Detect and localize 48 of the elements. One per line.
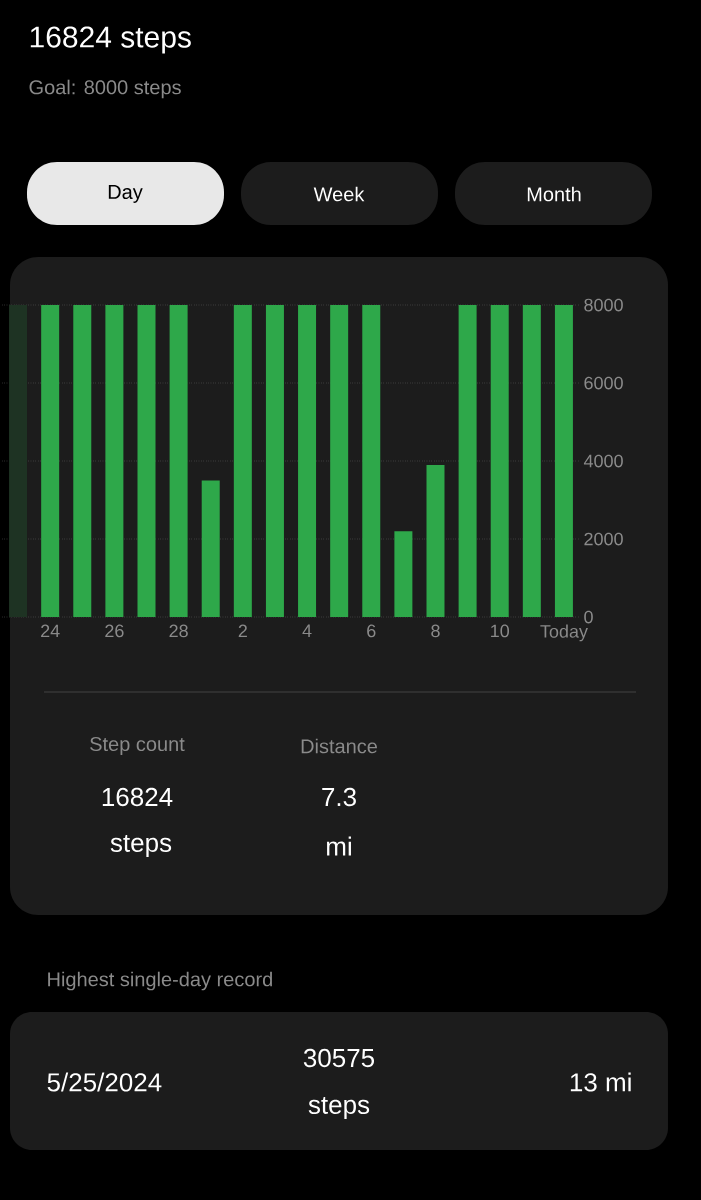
text: mi: [327, 836, 351, 856]
x-tick-label: 26: [105, 624, 124, 638]
x-tick-label: Today: [540, 624, 588, 642]
bar: [265, 305, 284, 618]
bar: [522, 305, 541, 618]
text: Distance: [301, 738, 377, 754]
bar: [9, 305, 28, 618]
bar: [169, 305, 188, 618]
bar: [105, 305, 124, 618]
x-tick-label: 6: [367, 624, 376, 638]
x-tick-label: 28: [169, 624, 188, 638]
y-tick-label: 6000: [584, 376, 623, 390]
text: 5/25/2024: [47, 1072, 162, 1092]
text: steps: [308, 1096, 370, 1120]
text: steps: [110, 834, 172, 858]
text: Step count: [90, 736, 185, 756]
x-tick-label: 10: [491, 624, 510, 638]
text: Week: [313, 186, 365, 202]
text: Month: [527, 186, 581, 202]
y-tick-label: 2000: [584, 532, 623, 546]
y-tick-label: 0: [584, 610, 593, 624]
bar: [330, 305, 349, 618]
bar: [458, 305, 477, 618]
bar: [394, 531, 413, 618]
chart-title: 16824 steps: [30, 26, 191, 54]
bar: [554, 305, 573, 618]
bar: [298, 305, 317, 618]
y-tick-label: 8000: [584, 298, 623, 312]
x-tick-label: 2: [238, 624, 247, 638]
bar: [426, 464, 445, 618]
chart-subtitle: Goal: 8000 steps: [29, 79, 181, 99]
bar: [41, 305, 60, 618]
text: Highest single-day record: [48, 971, 272, 991]
bar: [490, 305, 509, 618]
text: Day: [108, 185, 143, 203]
text: 13 mi: [570, 1072, 631, 1092]
bar: [137, 305, 156, 618]
y-tick-label: 4000: [583, 454, 623, 468]
x-tick-label: 4: [302, 624, 312, 637]
text: 16824: [102, 787, 173, 807]
bar: [233, 305, 252, 618]
text: 7.3: [322, 787, 356, 807]
bar: [362, 305, 381, 618]
bar: [201, 480, 220, 618]
bar: [73, 305, 92, 618]
text: 30575: [303, 1048, 375, 1068]
x-tick-label: 24: [41, 624, 60, 638]
x-tick-label: 8: [431, 624, 440, 638]
